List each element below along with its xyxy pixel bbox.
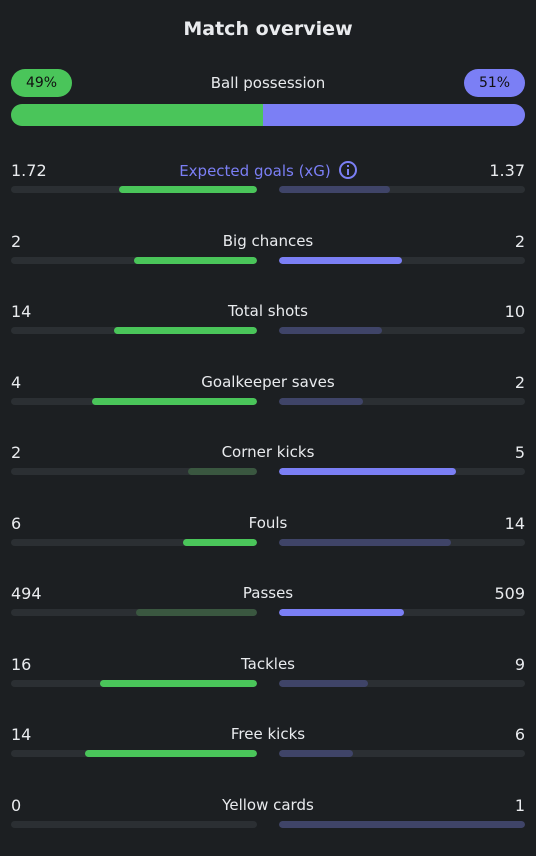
stat-label[interactable]: Expected goals (xG) [11,161,525,180]
away-stat-value: 6 [514,725,525,744]
away-stat-bar [279,256,525,264]
home-stat-bar-fill [136,609,257,616]
home-stat-bar-fill [134,256,257,264]
stat-label: Passes [11,584,525,602]
ball-possession-row: 49% Ball possession 51% [11,69,525,97]
away-stat-bar-fill [279,327,383,334]
home-stat-value: 1.72 [11,161,47,180]
home-stat-bar [11,750,257,757]
away-stat-bar-fill [279,679,368,687]
away-stat-value: 9 [514,654,525,674]
stat-label: Corner kicks [11,443,525,461]
stat-row: Total shots 14 10 [11,302,525,342]
home-stat-bar-fill [119,186,257,193]
away-possession-badge: 51% [464,69,525,97]
home-stat-value: 4 [11,372,22,392]
stat-label-text: Total shots [228,302,308,320]
ball-possession-label: Ball possession [210,74,326,92]
home-stat-bar [11,538,257,546]
away-stat-value: 2 [514,231,525,251]
away-stat-bar-fill [279,397,363,405]
home-stat-value: 14 [11,725,32,744]
stat-label: Yellow cards [11,796,525,814]
stat-row: Passes 494 509 [11,584,525,624]
away-stat-value: 1.37 [489,161,525,180]
home-stat-value: 0 [11,795,22,815]
match-overview-title: Match overview [183,18,353,40]
home-stat-value: 16 [11,654,32,674]
stat-label-text: Fouls [248,513,288,532]
away-stat-bar-fill [279,750,353,757]
away-stat-bar [279,820,525,828]
possession-bar [11,104,525,126]
stat-label: Tackles [11,655,525,673]
away-stat-bar [279,679,525,687]
home-stat-bar-fill [92,397,257,405]
home-stat-value: 2 [11,443,22,462]
away-stat-bar-fill [279,820,525,828]
home-stat-bar-fill [114,327,257,334]
away-stat-value: 509 [494,584,525,603]
stat-row: Fouls 6 14 [11,514,525,554]
away-stat-bar [279,538,525,546]
stat-row: Expected goals (xG) 1.72 1.37 [11,161,525,201]
away-stat-bar-fill [279,468,457,475]
stat-label: Fouls [11,514,525,532]
home-stat-bar-fill [188,468,257,475]
home-stat-value: 494 [11,584,42,603]
home-stat-bar [11,256,257,264]
stat-row: Yellow cards 0 1 [11,796,525,836]
possession-bar-away [262,104,525,126]
away-stat-value: 14 [504,513,525,533]
stat-row: Free kicks 14 6 [11,725,525,765]
away-stat-bar [279,327,525,334]
home-stat-bar [11,327,257,334]
away-stat-bar-fill [279,256,402,264]
home-stat-bar [11,468,257,475]
away-stat-bar [279,609,525,616]
away-stat-bar-fill [279,538,452,546]
stat-label-text: Big chances [222,231,314,250]
home-stat-bar [11,397,257,405]
away-stat-value: 5 [514,443,525,462]
away-stat-bar-fill [279,186,390,193]
stat-label-text: Goalkeeper saves [201,372,335,391]
home-stat-bar [11,186,257,193]
home-stat-bar-fill [84,750,257,757]
home-stat-value: 6 [11,513,22,533]
stat-label-text: Yellow cards [222,795,314,814]
home-stat-value: 14 [11,302,32,321]
stat-label: Big chances [11,232,525,250]
away-stat-bar [279,397,525,405]
away-stat-bar-fill [279,609,405,616]
stat-row: Big chances 2 2 [11,232,525,272]
stat-label-text: Expected goals (xG) [179,162,331,180]
stat-label-text: Corner kicks [221,443,315,461]
away-stat-bar [279,750,525,757]
stat-label: Goalkeeper saves [11,373,525,391]
info-icon[interactable] [338,161,357,179]
stat-label-text: Tackles [240,654,296,673]
home-stat-bar-fill [183,538,257,546]
stat-row: Tackles 16 9 [11,655,525,695]
home-stat-value: 2 [11,231,22,251]
stat-label-text: Passes [242,584,294,602]
home-stat-bar [11,609,257,616]
possession-bar-home [11,104,263,126]
stat-row: Corner kicks 2 5 [11,443,525,483]
stat-label: Total shots [11,302,525,320]
away-stat-bar [279,186,525,193]
away-stat-value: 10 [504,302,525,321]
home-stat-bar-fill [99,679,257,687]
stat-label: Free kicks [11,725,525,743]
home-possession-badge: 49% [11,69,72,97]
away-stat-value: 2 [514,372,525,392]
stat-label-text: Free kicks [230,725,306,743]
stat-row: Goalkeeper saves 4 2 [11,373,525,413]
home-stat-bar [11,820,257,828]
away-stat-value: 1 [514,795,525,815]
away-stat-bar [279,468,525,475]
home-stat-bar [11,679,257,687]
